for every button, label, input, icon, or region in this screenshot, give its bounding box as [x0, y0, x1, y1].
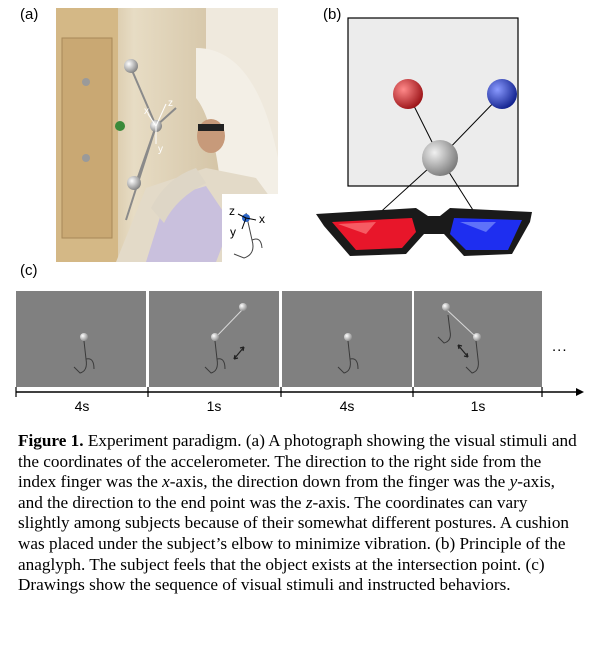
inset-axis-y: y: [230, 225, 236, 239]
duration-4: 1s: [471, 398, 486, 414]
frame-2: [149, 291, 279, 387]
caption-y-axis: y: [509, 472, 518, 492]
caption-x-axis: x: [162, 472, 170, 492]
sequence-ellipsis: ...: [552, 338, 568, 355]
photo-axis-x: x: [144, 106, 149, 117]
duration-2: 1s: [207, 398, 222, 414]
frame-3: [282, 291, 412, 387]
duration-1: 4s: [75, 398, 90, 414]
inset-axis-z: z: [229, 204, 235, 218]
panel-label-b: (b): [323, 6, 342, 23]
panel-label-c: (c): [20, 262, 38, 279]
panel-label-a: (a): [20, 6, 39, 23]
timeline-axis: [15, 387, 584, 397]
caption-text-1: Experiment paradigm. (a) A photograph sh…: [18, 431, 577, 492]
caption-text-4: -axis. The coordinates can vary slightly…: [18, 492, 570, 595]
caption-text-2: -axis, the direction down from the finge…: [169, 472, 510, 492]
figure-caption: Figure 1. Experiment paradigm. (a) A pho…: [18, 431, 580, 596]
caption-text-3: -axis, and the direction to the end poin…: [18, 472, 555, 512]
duration-3: 4s: [340, 398, 355, 414]
frame-1: [16, 291, 146, 387]
anaglyph-glasses-icon: [316, 208, 532, 256]
red-sphere: [393, 79, 423, 109]
anaglyph-diagram: [316, 8, 532, 258]
caption-label: Figure 1.: [18, 431, 84, 450]
blue-sphere: [487, 79, 517, 109]
experiment-photo: z x y x z y: [56, 8, 278, 262]
photo-axis-y: y: [158, 144, 163, 155]
caption-z-axis: z: [305, 492, 313, 512]
photo-axis-z: z: [168, 98, 173, 109]
inset-axis-x: x: [259, 212, 265, 226]
stimulus-sequence: 4s 1s 4s 1s: [0, 285, 590, 415]
gray-sphere: [422, 140, 458, 176]
frame-4: [414, 291, 542, 387]
